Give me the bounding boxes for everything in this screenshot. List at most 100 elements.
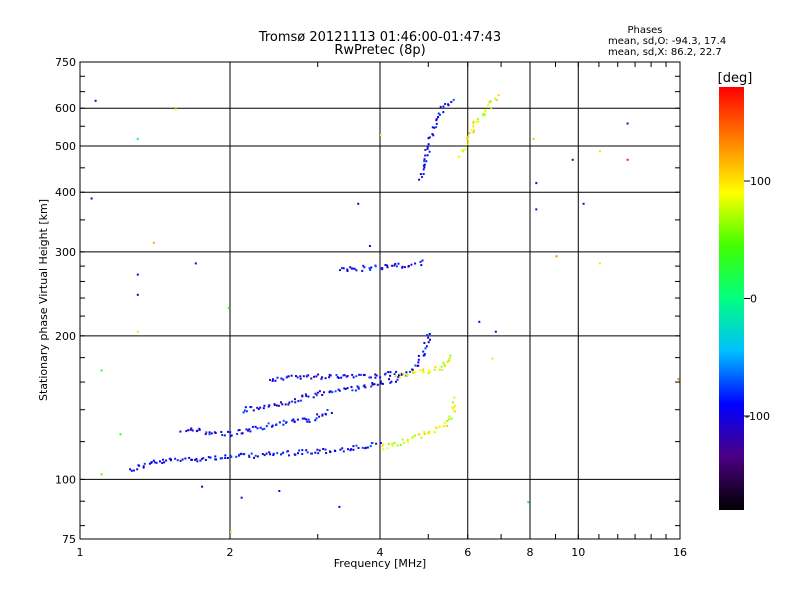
data-point xyxy=(152,459,155,462)
data-point xyxy=(148,462,151,465)
data-point xyxy=(245,410,248,413)
data-point xyxy=(435,119,438,122)
data-point xyxy=(396,378,399,381)
data-point xyxy=(375,374,378,377)
colorbar: [deg] 100 0 -100 xyxy=(718,71,771,510)
data-point xyxy=(238,453,241,456)
data-point xyxy=(169,458,172,461)
data-point xyxy=(451,406,454,409)
data-point xyxy=(349,266,352,269)
data-point xyxy=(336,376,339,379)
data-point xyxy=(446,424,449,427)
data-point xyxy=(132,469,135,472)
data-point xyxy=(240,496,243,499)
colorbar-label: [deg] xyxy=(718,71,753,86)
data-point xyxy=(281,403,284,406)
data-point xyxy=(316,448,319,451)
data-point xyxy=(301,453,304,455)
data-point xyxy=(94,99,97,102)
data-point xyxy=(403,266,406,269)
data-point xyxy=(326,409,329,411)
data-point xyxy=(226,457,229,459)
data-point xyxy=(340,376,343,379)
data-point xyxy=(254,454,257,457)
data-point xyxy=(259,426,262,429)
data-point xyxy=(419,260,422,263)
data-point xyxy=(374,373,377,376)
data-point xyxy=(316,391,319,394)
data-point xyxy=(426,334,429,337)
data-point xyxy=(425,345,428,348)
data-point xyxy=(374,376,377,379)
data-point xyxy=(341,267,343,269)
data-point xyxy=(100,369,103,372)
data-point xyxy=(435,126,438,129)
data-point xyxy=(280,401,282,404)
data-point xyxy=(265,452,268,455)
data-point xyxy=(294,401,297,404)
data-point xyxy=(364,446,367,449)
data-point xyxy=(286,375,289,378)
y-tick-label: 500 xyxy=(55,140,76,153)
data-point xyxy=(470,129,473,132)
data-point xyxy=(236,433,239,435)
data-point xyxy=(314,419,317,422)
data-point xyxy=(194,458,197,461)
data-point xyxy=(282,423,285,426)
data-point xyxy=(363,266,366,269)
data-point xyxy=(299,399,302,402)
data-point xyxy=(301,394,304,397)
data-point xyxy=(237,429,240,432)
data-point xyxy=(163,461,166,464)
data-point xyxy=(353,267,356,270)
data-point xyxy=(321,414,324,417)
data-point xyxy=(391,442,394,445)
data-point xyxy=(314,451,317,454)
data-point xyxy=(315,394,318,397)
data-point xyxy=(402,442,405,445)
data-point xyxy=(261,428,264,431)
data-point xyxy=(428,136,431,139)
data-point xyxy=(297,452,299,455)
data-point xyxy=(427,369,430,372)
data-point xyxy=(402,372,405,375)
data-point xyxy=(196,460,199,463)
data-point xyxy=(214,458,216,461)
data-point xyxy=(461,149,464,152)
data-point xyxy=(370,266,373,269)
data-point xyxy=(224,457,227,459)
data-point xyxy=(198,428,201,431)
data-point xyxy=(214,455,217,458)
data-point xyxy=(299,375,302,378)
data-point xyxy=(208,431,211,434)
data-point xyxy=(312,396,315,399)
data-point xyxy=(162,458,164,461)
data-point xyxy=(342,450,345,453)
data-point xyxy=(287,375,290,378)
data-point xyxy=(188,456,191,459)
data-point xyxy=(150,461,153,464)
trace-o-mode-upper-e-trace xyxy=(269,370,402,382)
data-point xyxy=(410,263,413,266)
data-point xyxy=(238,429,241,431)
data-point xyxy=(253,456,255,459)
data-point xyxy=(352,445,355,448)
data-point xyxy=(366,446,369,449)
data-point xyxy=(195,458,198,460)
data-point xyxy=(418,178,421,181)
data-point xyxy=(411,436,414,439)
data-point xyxy=(277,404,280,407)
data-point xyxy=(296,418,299,421)
data-point xyxy=(201,457,203,460)
data-point xyxy=(369,445,372,448)
data-point xyxy=(371,383,374,386)
data-point xyxy=(129,468,132,471)
data-point xyxy=(381,268,384,271)
data-point xyxy=(425,160,428,163)
data-point xyxy=(428,432,431,435)
data-point xyxy=(324,377,327,380)
data-point xyxy=(426,146,429,149)
data-point xyxy=(265,425,268,428)
data-point xyxy=(411,435,414,438)
data-point xyxy=(438,368,441,371)
